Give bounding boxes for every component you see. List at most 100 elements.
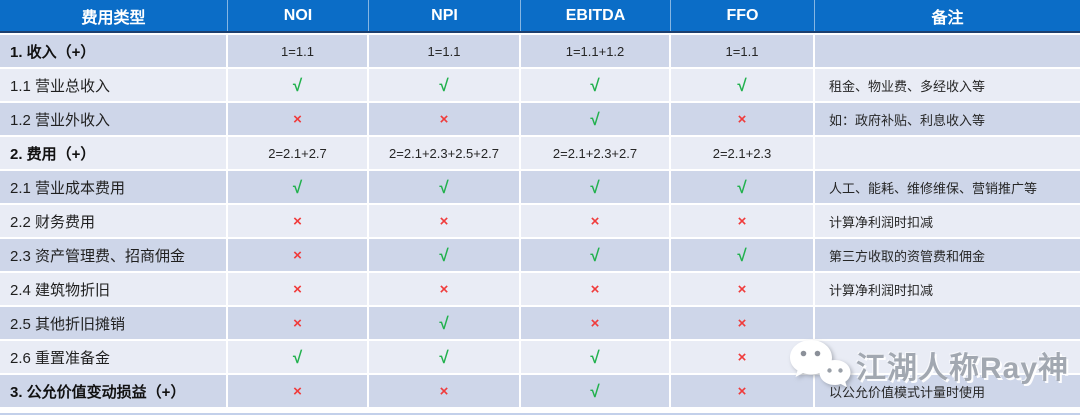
ffo-cell: × — [671, 375, 815, 407]
cross-mark: × — [293, 382, 302, 400]
noi-cell: × — [228, 205, 369, 237]
remark-cell — [815, 35, 1080, 67]
ffo-cell: × — [671, 341, 815, 373]
noi-cell: √ — [228, 341, 369, 373]
col-header-remark: 备注 — [931, 9, 964, 27]
check-mark: √ — [439, 347, 449, 367]
noi-cell: √ — [228, 69, 369, 101]
cross-mark: × — [439, 212, 449, 230]
remark-cell: 以公允价值模式计量时使用 — [815, 375, 1080, 407]
ebitda-cell: √ — [521, 103, 671, 135]
cross-mark: × — [293, 110, 302, 128]
ebitda-cell: √ — [521, 341, 671, 373]
col-header-category: 费用类型 — [0, 0, 228, 31]
npi-cell: × — [369, 273, 521, 305]
cross-mark: × — [439, 110, 449, 128]
check-mark: √ — [737, 75, 747, 95]
noi-cell: × — [228, 103, 369, 135]
table-row: 2.3 资产管理费、招商佣金 × √ √ √ 第三方收取的资管费和佣金 — [0, 239, 1080, 271]
category-cell: 2.6 重置准备金 — [0, 341, 228, 373]
cross-mark: × — [590, 314, 600, 332]
remark-cell: 计算净利润时扣减 — [815, 273, 1080, 305]
npi-cell: 1=1.1 — [369, 35, 521, 67]
category-cell: 1.1 营业总收入 — [0, 69, 228, 101]
ebitda-cell: × — [521, 273, 671, 305]
table-row: 2.6 重置准备金 √ √ √ × — [0, 341, 1080, 373]
ffo-cell: √ — [671, 171, 815, 203]
table-row: 2.5 其他折旧摊销 × √ × × — [0, 307, 1080, 339]
col-header-ebitda: EBITDA — [521, 0, 671, 31]
table-row: 2. 费用（+） 2=2.1+2.7 2=2.1+2.3+2.5+2.7 2=2… — [0, 137, 1080, 169]
ffo-cell: × — [671, 273, 815, 305]
noi-cell: √ — [228, 171, 369, 203]
category-cell: 1.2 营业外收入 — [0, 103, 228, 135]
ebitda-cell: √ — [521, 69, 671, 101]
col-header-ffo: FFO — [671, 0, 815, 31]
cross-mark: × — [590, 280, 600, 298]
category-cell: 2. 费用（+） — [0, 137, 228, 169]
check-mark: √ — [590, 177, 600, 197]
npi-cell: √ — [369, 239, 521, 271]
table-row: 3. 公允价值变动损益（+） × × √ × 以公允价值模式计量时使用 — [0, 375, 1080, 407]
npi-cell: √ — [369, 307, 521, 339]
cross-mark: × — [737, 314, 747, 332]
col-header-noi: NOI — [228, 0, 369, 31]
check-mark: √ — [292, 75, 303, 95]
cross-mark: × — [737, 110, 747, 128]
ebitda-cell: × — [521, 307, 671, 339]
remark-cell — [815, 341, 1080, 373]
ebitda-cell: √ — [521, 239, 671, 271]
ffo-cell: √ — [671, 239, 815, 271]
check-mark: √ — [439, 245, 449, 265]
check-mark: √ — [737, 245, 747, 265]
check-mark: √ — [590, 245, 600, 265]
check-mark: √ — [590, 75, 600, 95]
check-mark: √ — [439, 75, 449, 95]
noi-cell: × — [228, 375, 369, 407]
col-header-npi: NPI — [369, 0, 521, 31]
ffo-cell: 1=1.1 — [671, 35, 815, 67]
cross-mark: × — [439, 382, 449, 400]
check-mark: √ — [439, 177, 449, 197]
ebitda-cell: × — [521, 205, 671, 237]
noi-cell: × — [228, 307, 369, 339]
ebitda-cell: √ — [521, 171, 671, 203]
noi-cell: 1=1.1 — [228, 35, 369, 67]
noi-cell: 2=2.1+2.7 — [228, 137, 369, 169]
table-row: 1. 收入（+） 1=1.1 1=1.1 1=1.1+1.2 1=1.1 — [0, 35, 1080, 67]
cross-mark: × — [293, 314, 302, 332]
category-cell: 2.1 营业成本费用 — [0, 171, 228, 203]
category-cell: 2.2 财务费用 — [0, 205, 228, 237]
npi-cell: 2=2.1+2.3+2.5+2.7 — [369, 137, 521, 169]
remark-cell — [815, 307, 1080, 339]
cross-mark: × — [590, 212, 600, 230]
ffo-cell: × — [671, 307, 815, 339]
table-bottom-border — [0, 413, 1080, 415]
category-cell: 1. 收入（+） — [0, 35, 228, 67]
check-mark: √ — [737, 177, 747, 197]
check-mark: √ — [292, 347, 303, 367]
check-mark: √ — [590, 109, 600, 129]
category-cell: 2.3 资产管理费、招商佣金 — [0, 239, 228, 271]
cross-mark: × — [737, 280, 747, 298]
category-cell: 2.5 其他折旧摊销 — [0, 307, 228, 339]
cross-mark: × — [439, 280, 449, 298]
category-cell: 2.4 建筑物折旧 — [0, 273, 228, 305]
npi-cell: × — [369, 375, 521, 407]
ffo-cell: √ — [671, 69, 815, 101]
category-cell: 3. 公允价值变动损益（+） — [0, 375, 228, 407]
ffo-cell: 2=2.1+2.3 — [671, 137, 815, 169]
npi-cell: √ — [369, 69, 521, 101]
cross-mark: × — [293, 246, 302, 264]
table-row: 1.1 营业总收入 √ √ √ √ 租金、物业费、多经收入等 — [0, 69, 1080, 101]
table-header-row: 费用类型 NOI NPI EBITDA FFO 备注 — [0, 0, 1080, 33]
ebitda-cell: 1=1.1+1.2 — [521, 35, 671, 67]
ebitda-cell: √ — [521, 375, 671, 407]
ffo-cell: × — [671, 103, 815, 135]
remark-cell: 计算净利润时扣减 — [815, 205, 1080, 237]
table-body: 1. 收入（+） 1=1.1 1=1.1 1=1.1+1.2 1=1.1 1.1… — [0, 35, 1080, 407]
table-row: 2.2 财务费用 × × × × 计算净利润时扣减 — [0, 205, 1080, 237]
npi-cell: √ — [369, 171, 521, 203]
remark-cell: 如：政府补贴、利息收入等 — [815, 103, 1080, 135]
table-row: 2.4 建筑物折旧 × × × × 计算净利润时扣减 — [0, 273, 1080, 305]
